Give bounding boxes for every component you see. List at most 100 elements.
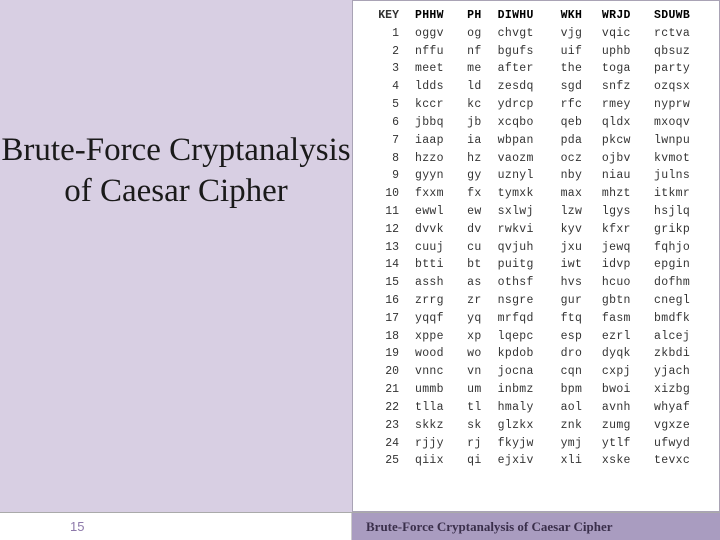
plain-cell: sk	[467, 417, 498, 435]
plain-cell: btti	[415, 256, 467, 274]
plain-cell: zkbdi	[654, 345, 717, 363]
plain-cell: vn	[467, 363, 498, 381]
table-row: 25qiixqiejxivxlixsketevxc	[353, 452, 717, 470]
plain-cell: ejxiv	[498, 452, 561, 470]
plain-cell: vgxze	[654, 417, 717, 435]
plain-cell: cqn	[561, 363, 602, 381]
plain-cell: hzzo	[415, 150, 467, 168]
title-panel: Brute-Force Cryptanalysis of Caesar Ciph…	[0, 0, 352, 512]
key-cell: 19	[353, 345, 415, 363]
slide: Brute-Force Cryptanalysis of Caesar Ciph…	[0, 0, 720, 540]
key-cell: 14	[353, 256, 415, 274]
plain-cell: vnnc	[415, 363, 467, 381]
ct-header-0: PHHW	[415, 7, 467, 25]
table-row: 19woodwokpdobdrodyqkzkbdi	[353, 345, 717, 363]
table-row: 13cuujcuqvjuhjxujewqfqhjo	[353, 239, 717, 257]
plain-cell: ew	[467, 203, 498, 221]
plain-cell: grikp	[654, 221, 717, 239]
plain-cell: me	[467, 60, 498, 78]
plain-cell: toga	[602, 60, 654, 78]
plain-cell: xcqbo	[498, 114, 561, 132]
plain-cell: hmaly	[498, 399, 561, 417]
key-cell: 25	[353, 452, 415, 470]
plain-cell: fkyjw	[498, 435, 561, 453]
plain-cell: julns	[654, 167, 717, 185]
plain-cell: dyqk	[602, 345, 654, 363]
key-cell: 3	[353, 60, 415, 78]
plain-cell: avnh	[602, 399, 654, 417]
key-cell: 13	[353, 239, 415, 257]
plain-cell: rfc	[561, 96, 602, 114]
plain-cell: after	[498, 60, 561, 78]
plain-cell: vjg	[561, 25, 602, 43]
plain-cell: pda	[561, 132, 602, 150]
table-row: 20vnncvnjocnacqncxpjyjach	[353, 363, 717, 381]
plain-cell: gbtn	[602, 292, 654, 310]
plain-cell: xppe	[415, 328, 467, 346]
plain-cell: ezrl	[602, 328, 654, 346]
plain-cell: yqqf	[415, 310, 467, 328]
cipher-table-panel: KEY PHHW PH DIWHU WKH WRJD SDUWB 1oggvog…	[352, 0, 720, 512]
table-row: 14bttibtpuitgiwtidvpepgin	[353, 256, 717, 274]
plain-cell: nby	[561, 167, 602, 185]
table-row: 10fxxmfxtymxkmaxmhztitkmr	[353, 185, 717, 203]
plain-cell: ewwl	[415, 203, 467, 221]
plain-cell: ymj	[561, 435, 602, 453]
table-row: 6jbbqjbxcqboqebqldxmxoqv	[353, 114, 717, 132]
plain-cell: bgufs	[498, 43, 561, 61]
plain-cell: iaap	[415, 132, 467, 150]
plain-cell: snfz	[602, 78, 654, 96]
plain-cell: qi	[467, 452, 498, 470]
footer: 15 Brute-Force Cryptanalysis of Caesar C…	[0, 512, 720, 540]
plain-cell: hsjlq	[654, 203, 717, 221]
plain-cell: cxpj	[602, 363, 654, 381]
plain-cell: ufwyd	[654, 435, 717, 453]
table-row: 9gyyngyuznylnbyniaujulns	[353, 167, 717, 185]
plain-cell: sxlwj	[498, 203, 561, 221]
plain-cell: chvgt	[498, 25, 561, 43]
table-row: 21ummbuminbmzbpmbwoixizbg	[353, 381, 717, 399]
plain-cell: gyyn	[415, 167, 467, 185]
key-cell: 17	[353, 310, 415, 328]
cipher-table: KEY PHHW PH DIWHU WKH WRJD SDUWB 1oggvog…	[353, 7, 717, 470]
ct-header-4: WRJD	[602, 7, 654, 25]
plain-cell: ldds	[415, 78, 467, 96]
plain-cell: oggv	[415, 25, 467, 43]
key-cell: 15	[353, 274, 415, 292]
key-cell: 22	[353, 399, 415, 417]
plain-cell: uif	[561, 43, 602, 61]
plain-cell: jbbq	[415, 114, 467, 132]
footer-page-number: 15	[0, 513, 352, 540]
plain-cell: cuuj	[415, 239, 467, 257]
table-row: 7iaapiawbpanpdapkcwlwnpu	[353, 132, 717, 150]
plain-cell: znk	[561, 417, 602, 435]
plain-cell: rmey	[602, 96, 654, 114]
plain-cell: iwt	[561, 256, 602, 274]
plain-cell: um	[467, 381, 498, 399]
plain-cell: hz	[467, 150, 498, 168]
table-row: 23skkzskglzkxznkzumgvgxze	[353, 417, 717, 435]
key-cell: 12	[353, 221, 415, 239]
plain-cell: puitg	[498, 256, 561, 274]
plain-cell: nf	[467, 43, 498, 61]
plain-cell: vqic	[602, 25, 654, 43]
table-header-row: KEY PHHW PH DIWHU WKH WRJD SDUWB	[353, 7, 717, 25]
plain-cell: mxoqv	[654, 114, 717, 132]
plain-cell: jxu	[561, 239, 602, 257]
plain-cell: lwnpu	[654, 132, 717, 150]
key-cell: 11	[353, 203, 415, 221]
plain-cell: og	[467, 25, 498, 43]
plain-cell: rj	[467, 435, 498, 453]
plain-cell: wood	[415, 345, 467, 363]
table-row: 8hzzohzvaozmoczojbvkvmot	[353, 150, 717, 168]
plain-cell: fx	[467, 185, 498, 203]
plain-cell: ocz	[561, 150, 602, 168]
key-cell: 4	[353, 78, 415, 96]
table-row: 18xppexplqepcespezrlalcej	[353, 328, 717, 346]
plain-cell: esp	[561, 328, 602, 346]
plain-cell: dofhm	[654, 274, 717, 292]
plain-cell: party	[654, 60, 717, 78]
ct-header-5: SDUWB	[654, 7, 717, 25]
plain-cell: dro	[561, 345, 602, 363]
plain-cell: dvvk	[415, 221, 467, 239]
